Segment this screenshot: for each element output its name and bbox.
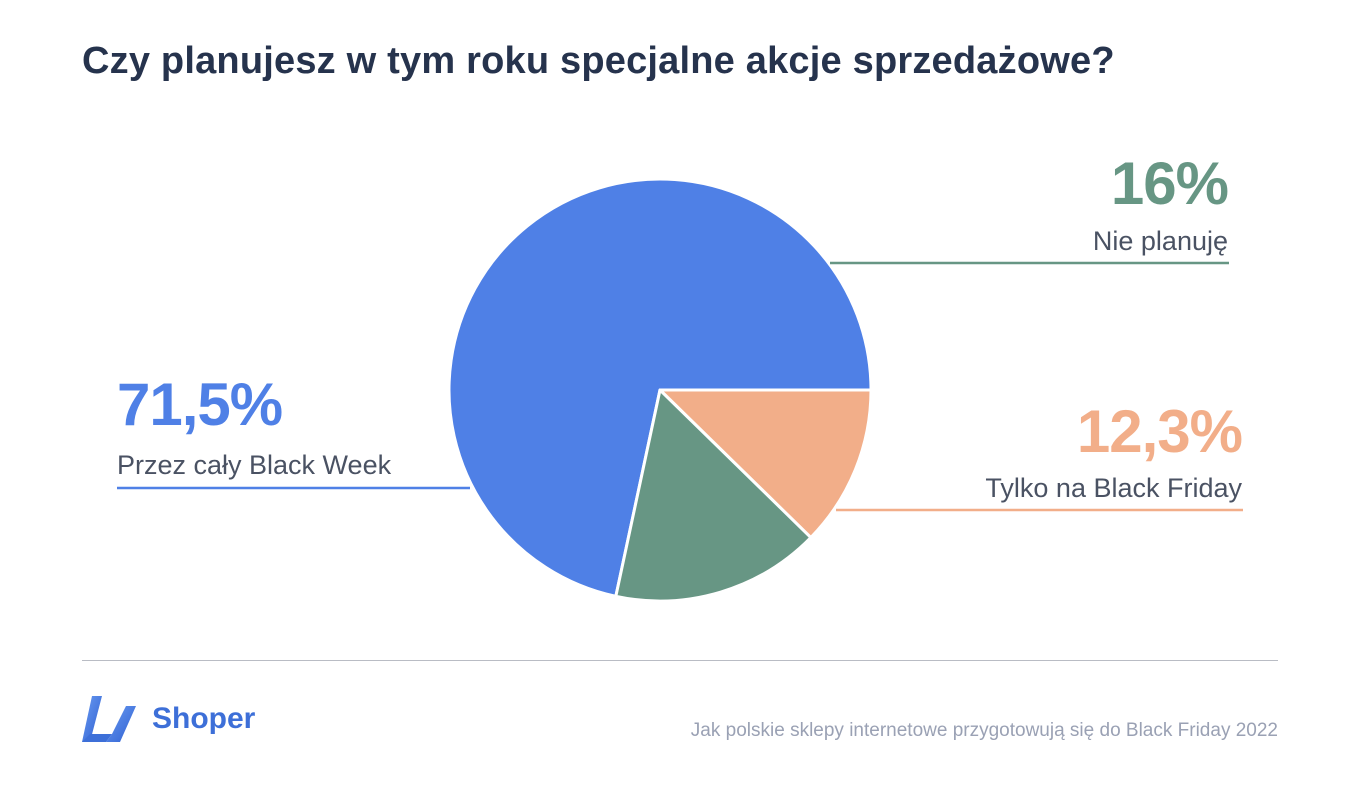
category-label-tylko-na-black-friday: Tylko na Black Friday [985, 473, 1242, 503]
value-label-tylko-na-black-friday: 12,3% [1077, 398, 1242, 465]
category-label-nie-planuje: Nie planuję [1093, 226, 1228, 256]
pie-slice-tylko-na-black-friday [658, 388, 873, 540]
chart-title: Czy planujesz w tym roku specjalne akcje… [82, 40, 1115, 82]
category-label-przez-caly-black-week: Przez cały Black Week [117, 450, 392, 480]
value-label-nie-planuje: 16% [1111, 150, 1228, 217]
brand-name: Shoper [152, 702, 256, 735]
pie-slice-przez-caly-black-week [447, 177, 873, 598]
pie-chart: 71,5% Przez cały Black Week 12,3% Tylko na … [117, 150, 1243, 603]
shoper-logo: Shoper [82, 693, 255, 745]
shoper-logo-icon [82, 696, 136, 742]
pie-slice-nie-planuje [614, 388, 813, 603]
value-label-przez-caly-black-week: 71,5% [117, 371, 282, 438]
footer-caption: Jak polskie sklepy internetowe przygotow… [690, 720, 1278, 741]
footer-divider [82, 660, 1278, 661]
